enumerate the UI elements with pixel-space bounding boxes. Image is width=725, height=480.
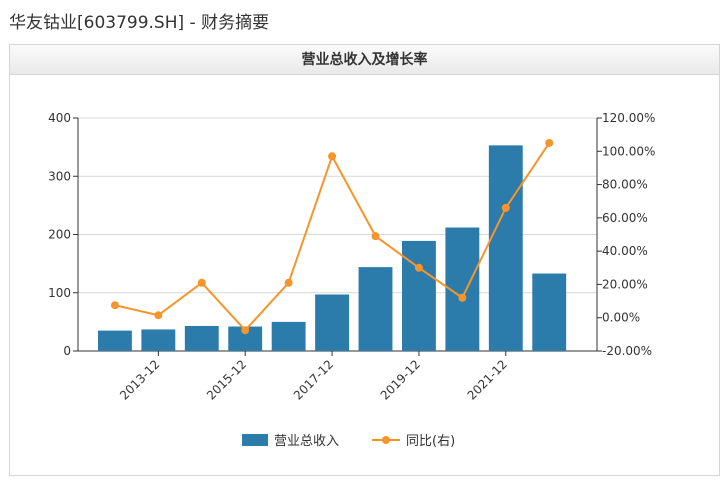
growth-point (284, 278, 293, 287)
revenue-bar (97, 330, 132, 351)
chart-panel: 营业总收入及增长率 (9, 44, 720, 476)
right-axis-tick-label: 0.00% (602, 311, 640, 325)
revenue-bar (358, 267, 393, 351)
right-axis-tick-label: 80.00% (602, 178, 648, 192)
left-axis-tick-label: 100 (48, 286, 71, 300)
right-axis-tick-label: 60.00% (602, 211, 648, 225)
page-title: 华友钴业[603799.SH] - 财务摘要 (9, 13, 270, 33)
legend-label-growth: 同比(右) (406, 434, 455, 449)
legend-label-revenue: 营业总收入 (274, 434, 339, 449)
growth-point (110, 301, 119, 310)
revenue-bar (315, 294, 350, 351)
revenue-bar (141, 329, 176, 351)
x-axis-tick-label: 2015-12 (204, 357, 249, 402)
x-axis-tick-label: 2013-12 (117, 357, 162, 402)
revenue-bar (532, 273, 567, 351)
right-axis-tick-label: 40.00% (602, 244, 648, 258)
growth-point (501, 203, 510, 212)
left-axis-tick-label: 300 (48, 169, 71, 183)
legend-line-marker (382, 436, 390, 444)
x-axis-tick-label: 2021-12 (465, 357, 510, 402)
right-axis-tick-label: 20.00% (602, 277, 648, 291)
left-axis-tick-label: 200 (48, 228, 71, 242)
growth-point (197, 278, 206, 287)
growth-point (414, 263, 423, 272)
left-axis-tick-label: 400 (48, 111, 71, 125)
chart-title: 营业总收入及增长率 (10, 45, 719, 75)
x-axis-tick-label: 2017-12 (291, 357, 336, 402)
revenue-bar (184, 325, 219, 351)
growth-point (328, 152, 337, 161)
legend-bar-swatch (242, 434, 268, 446)
x-axis-tick-label: 2019-12 (378, 357, 423, 402)
growth-point (371, 232, 380, 241)
left-axis-tick-label: 0 (63, 344, 71, 358)
right-axis-tick-label: 100.00% (602, 144, 655, 158)
revenue-bar (401, 240, 436, 351)
growth-point (545, 138, 554, 147)
growth-point (241, 326, 250, 335)
growth-point (154, 311, 163, 320)
right-axis-tick-label: 120.00% (602, 111, 655, 125)
revenue-bar (271, 321, 306, 351)
revenue-bar (488, 145, 523, 351)
growth-point (458, 293, 467, 302)
right-axis-tick-label: -20.00% (602, 344, 652, 358)
